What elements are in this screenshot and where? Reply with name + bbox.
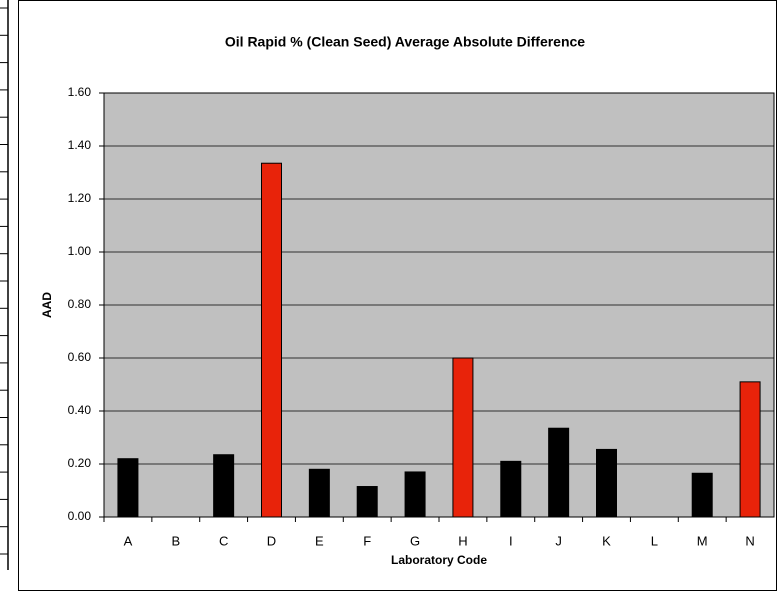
- x-tick-label: B: [171, 533, 180, 548]
- bar: [500, 460, 522, 518]
- x-tick-label: C: [219, 533, 228, 548]
- x-tick-label: M: [697, 533, 708, 548]
- y-tick-label: 0.60: [68, 350, 92, 364]
- bar: [308, 468, 330, 518]
- y-tick-label: 0.80: [68, 297, 92, 311]
- bar: [261, 162, 282, 518]
- x-tick-label: I: [509, 533, 513, 548]
- y-axis-title: AAD: [40, 292, 54, 318]
- x-tick-label: L: [651, 533, 658, 548]
- y-tick-label: 0.20: [68, 456, 92, 470]
- chart-title: Oil Rapid % (Clean Seed) Average Absolut…: [225, 34, 585, 50]
- x-tick-label: N: [745, 533, 754, 548]
- bar: [213, 454, 235, 518]
- bar: [548, 427, 570, 518]
- y-tick-label: 1.00: [68, 244, 92, 258]
- y-tick-label: 1.60: [68, 85, 92, 99]
- bar: [117, 458, 139, 518]
- bar: [691, 472, 713, 518]
- x-tick-label: D: [267, 533, 276, 548]
- y-tick-label: 0.00: [68, 509, 92, 523]
- x-axis-title: Laboratory Code: [391, 553, 487, 567]
- x-tick-label: K: [602, 533, 611, 548]
- y-tick-label: 0.40: [68, 403, 92, 417]
- x-tick-label: F: [363, 533, 371, 548]
- x-tick-label: H: [458, 533, 467, 548]
- x-tick-label: J: [555, 533, 562, 548]
- bar: [596, 448, 617, 518]
- x-tick-label: E: [315, 533, 324, 548]
- y-tick-label: 1.40: [68, 138, 92, 152]
- x-tick-label: G: [410, 533, 420, 548]
- y-tick-label: 1.20: [68, 191, 92, 205]
- x-tick-label: A: [124, 533, 133, 548]
- bar: [356, 486, 378, 518]
- bar: [739, 381, 761, 518]
- bar: [404, 471, 426, 518]
- bar: [452, 357, 474, 518]
